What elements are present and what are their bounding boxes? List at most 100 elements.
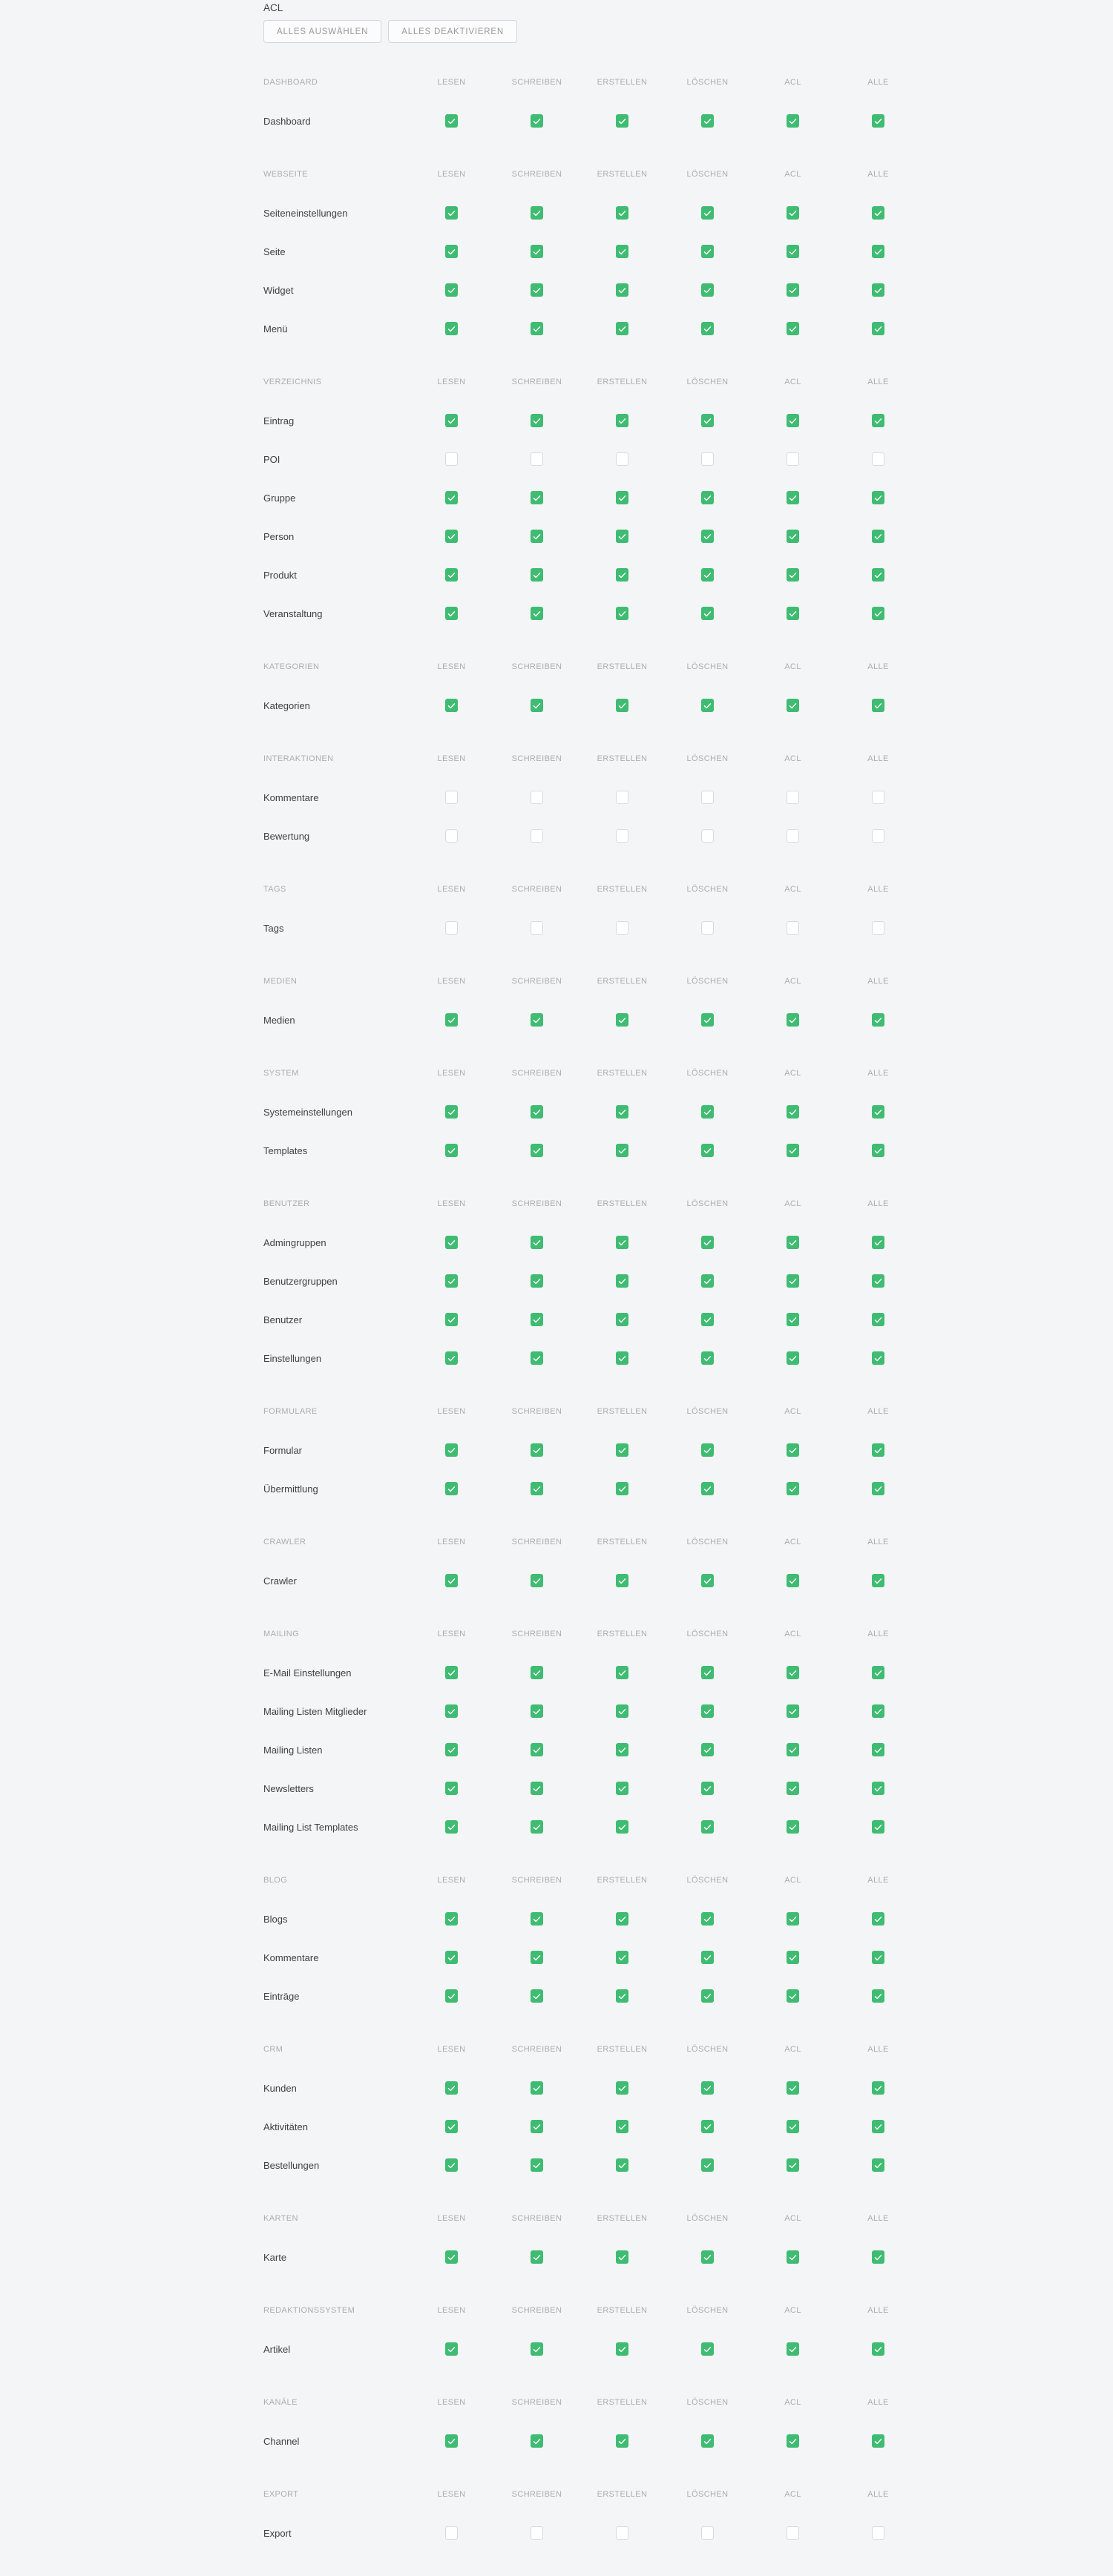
checkbox-acl[interactable] [787,245,799,258]
checkbox-erstellen[interactable] [616,699,628,712]
checkbox-alle[interactable] [872,2342,884,2356]
checkbox-erstellen[interactable] [616,452,628,466]
deactivate-all-button[interactable]: ALLES DEAKTIVIEREN [388,20,517,43]
checkbox-lesen[interactable] [445,1144,458,1157]
checkbox-loeschen[interactable] [701,2342,714,2356]
checkbox-loeschen[interactable] [701,2250,714,2264]
checkbox-erstellen[interactable] [616,1105,628,1119]
checkbox-schreiben[interactable] [531,921,543,935]
checkbox-loeschen[interactable] [701,2158,714,2172]
checkbox-alle[interactable] [872,1351,884,1365]
checkbox-acl[interactable] [787,1743,799,1756]
checkbox-schreiben[interactable] [531,414,543,427]
checkbox-alle[interactable] [872,283,884,297]
checkbox-erstellen[interactable] [616,491,628,504]
checkbox-loeschen[interactable] [701,1482,714,1495]
checkbox-schreiben[interactable] [531,1782,543,1795]
checkbox-acl[interactable] [787,2158,799,2172]
checkbox-schreiben[interactable] [531,607,543,620]
checkbox-erstellen[interactable] [616,1574,628,1587]
checkbox-loeschen[interactable] [701,1144,714,1157]
select-all-button[interactable]: ALLES AUSWÄHLEN [263,20,382,43]
checkbox-schreiben[interactable] [531,1574,543,1587]
checkbox-acl[interactable] [787,1912,799,1926]
checkbox-lesen[interactable] [445,1236,458,1249]
checkbox-alle[interactable] [872,568,884,582]
checkbox-alle[interactable] [872,1743,884,1756]
checkbox-loeschen[interactable] [701,1236,714,1249]
checkbox-schreiben[interactable] [531,1743,543,1756]
checkbox-schreiben[interactable] [531,1951,543,1964]
checkbox-lesen[interactable] [445,114,458,128]
checkbox-schreiben[interactable] [531,1236,543,1249]
checkbox-acl[interactable] [787,491,799,504]
checkbox-alle[interactable] [872,530,884,543]
checkbox-alle[interactable] [872,2081,884,2095]
checkbox-lesen[interactable] [445,568,458,582]
checkbox-acl[interactable] [787,1313,799,1326]
checkbox-erstellen[interactable] [616,530,628,543]
checkbox-erstellen[interactable] [616,2526,628,2540]
checkbox-erstellen[interactable] [616,1013,628,1027]
checkbox-alle[interactable] [872,1013,884,1027]
checkbox-schreiben[interactable] [531,452,543,466]
checkbox-loeschen[interactable] [701,283,714,297]
checkbox-loeschen[interactable] [701,1912,714,1926]
checkbox-lesen[interactable] [445,1013,458,1027]
checkbox-lesen[interactable] [445,491,458,504]
checkbox-alle[interactable] [872,791,884,804]
checkbox-loeschen[interactable] [701,114,714,128]
checkbox-alle[interactable] [872,1912,884,1926]
checkbox-acl[interactable] [787,414,799,427]
checkbox-acl[interactable] [787,206,799,220]
checkbox-schreiben[interactable] [531,2250,543,2264]
checkbox-alle[interactable] [872,1482,884,1495]
checkbox-acl[interactable] [787,1274,799,1288]
checkbox-loeschen[interactable] [701,791,714,804]
checkbox-erstellen[interactable] [616,2158,628,2172]
checkbox-acl[interactable] [787,921,799,935]
checkbox-lesen[interactable] [445,322,458,335]
checkbox-erstellen[interactable] [616,921,628,935]
checkbox-schreiben[interactable] [531,322,543,335]
checkbox-lesen[interactable] [445,1951,458,1964]
checkbox-schreiben[interactable] [531,1989,543,2003]
checkbox-alle[interactable] [872,1951,884,1964]
checkbox-loeschen[interactable] [701,1782,714,1795]
checkbox-acl[interactable] [787,2120,799,2133]
checkbox-schreiben[interactable] [531,1013,543,1027]
checkbox-alle[interactable] [872,414,884,427]
checkbox-schreiben[interactable] [531,2526,543,2540]
checkbox-alle[interactable] [872,1144,884,1157]
checkbox-loeschen[interactable] [701,2434,714,2448]
checkbox-erstellen[interactable] [616,283,628,297]
checkbox-erstellen[interactable] [616,829,628,843]
checkbox-lesen[interactable] [445,530,458,543]
checkbox-acl[interactable] [787,1666,799,1679]
checkbox-erstellen[interactable] [616,206,628,220]
checkbox-loeschen[interactable] [701,1704,714,1718]
checkbox-erstellen[interactable] [616,1704,628,1718]
checkbox-schreiben[interactable] [531,2434,543,2448]
checkbox-acl[interactable] [787,2434,799,2448]
checkbox-lesen[interactable] [445,1820,458,1834]
checkbox-lesen[interactable] [445,2158,458,2172]
checkbox-erstellen[interactable] [616,791,628,804]
checkbox-acl[interactable] [787,530,799,543]
checkbox-acl[interactable] [787,2081,799,2095]
checkbox-erstellen[interactable] [616,1989,628,2003]
checkbox-lesen[interactable] [445,699,458,712]
checkbox-schreiben[interactable] [531,1443,543,1457]
checkbox-loeschen[interactable] [701,921,714,935]
checkbox-lesen[interactable] [445,1989,458,2003]
checkbox-loeschen[interactable] [701,1351,714,1365]
checkbox-erstellen[interactable] [616,1912,628,1926]
checkbox-loeschen[interactable] [701,491,714,504]
checkbox-erstellen[interactable] [616,1236,628,1249]
checkbox-loeschen[interactable] [701,414,714,427]
checkbox-erstellen[interactable] [616,1274,628,1288]
checkbox-schreiben[interactable] [531,491,543,504]
checkbox-alle[interactable] [872,1443,884,1457]
checkbox-lesen[interactable] [445,1482,458,1495]
checkbox-lesen[interactable] [445,2434,458,2448]
